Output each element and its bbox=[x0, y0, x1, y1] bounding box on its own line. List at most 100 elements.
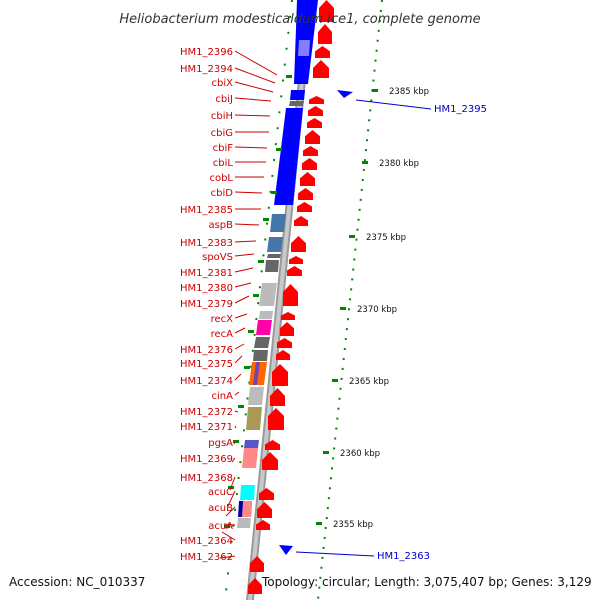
gene-label-cbig[interactable]: cbiG bbox=[211, 128, 233, 139]
gene-label-acub[interactable]: acuB bbox=[208, 503, 233, 514]
gene-label-hm1-2379[interactable]: HM1_2379 bbox=[180, 299, 233, 310]
leader-line bbox=[229, 476, 236, 491]
gene-label-cbil[interactable]: cbiL bbox=[213, 158, 234, 169]
forward-arrows bbox=[248, 0, 334, 594]
forward-arrow bbox=[315, 46, 330, 58]
gene-label-hm1-2374[interactable]: HM1_2374 bbox=[180, 376, 233, 387]
gene-label-hm1-2363[interactable]: HM1_2363 bbox=[377, 551, 430, 562]
gene-label-reca[interactable]: recA bbox=[211, 329, 234, 340]
left-gene-labels: HM1_2396 HM1_2394 cbiX cbiJ cbiH cbiG cbiF cbiL… bbox=[180, 47, 233, 563]
gene-label-spovs[interactable]: spoVS bbox=[202, 252, 233, 263]
leader-line bbox=[234, 267, 254, 273]
gene-label-cbih[interactable]: cbiH bbox=[211, 111, 233, 122]
leader-line bbox=[231, 457, 236, 463]
kbp-tick bbox=[362, 161, 368, 164]
forward-arrow bbox=[248, 578, 262, 594]
gene-label-hm1-2372[interactable]: HM1_2372 bbox=[180, 407, 233, 418]
gene-label-hm1-2375[interactable]: HM1_2375 bbox=[180, 359, 233, 370]
leader-line-hm1-2363 bbox=[295, 551, 375, 557]
kbp-tick bbox=[349, 235, 355, 238]
tick-mark bbox=[238, 405, 244, 408]
leader-line bbox=[234, 50, 278, 76]
gene-label-aspb[interactable]: aspB bbox=[208, 220, 233, 231]
forward-arrow bbox=[297, 202, 312, 212]
leader-line bbox=[234, 410, 239, 413]
kbp-label: 2370 kbp bbox=[357, 305, 397, 315]
forward-arrow bbox=[268, 408, 284, 430]
gene-label-recx[interactable]: recX bbox=[211, 314, 234, 325]
leader-line-hm1-2395 bbox=[355, 99, 432, 110]
tick-marks bbox=[224, 75, 292, 528]
gene-label-hm1-2381[interactable]: HM1_2381 bbox=[180, 268, 233, 279]
gene-label-hm1-2394[interactable]: HM1_2394 bbox=[180, 64, 233, 75]
topology-summary-text: Topology: circular; Length: 3,075,407 bp… bbox=[261, 575, 592, 589]
gene-label-cbif[interactable]: cbiF bbox=[213, 143, 234, 154]
leader-line bbox=[221, 531, 236, 541]
leader-line bbox=[234, 97, 272, 102]
gene-label-hm1-2368[interactable]: HM1_2368 bbox=[180, 473, 233, 484]
forward-arrow bbox=[283, 284, 298, 306]
forward-arrow bbox=[277, 338, 292, 348]
gene-label-hm1-2383[interactable]: HM1_2383 bbox=[180, 238, 233, 249]
gene-label-hm1-2395[interactable]: HM1_2395 bbox=[434, 104, 487, 115]
leader-line bbox=[234, 295, 250, 304]
gene-label-cbix[interactable]: cbiX bbox=[212, 78, 234, 89]
gene-label-hm1-2380[interactable]: HM1_2380 bbox=[180, 283, 233, 294]
gene-label-hm1-2371[interactable]: HM1_2371 bbox=[180, 422, 233, 433]
leader-line bbox=[234, 313, 248, 319]
forward-arrow bbox=[270, 388, 285, 406]
forward-arrow bbox=[300, 172, 315, 186]
leader-line bbox=[234, 81, 274, 93]
gene-label-hm1-2364[interactable]: HM1_2364 bbox=[180, 536, 233, 547]
kbp-tick bbox=[340, 307, 346, 310]
gene-label-hm1-2385[interactable]: HM1_2385 bbox=[180, 205, 233, 216]
forward-arrow bbox=[305, 130, 320, 144]
leader-line bbox=[234, 253, 255, 257]
forward-arrow bbox=[259, 488, 274, 500]
kbp-label: 2380 kbp bbox=[379, 159, 419, 169]
forward-arrow bbox=[294, 216, 308, 226]
gene-label-hm1-2396[interactable]: HM1_2396 bbox=[180, 47, 233, 58]
kbp-tick bbox=[372, 89, 378, 92]
tick-mark bbox=[263, 218, 269, 221]
gene-label-hm1-2369[interactable]: HM1_2369 bbox=[180, 454, 233, 465]
tick-mark bbox=[253, 294, 259, 297]
forward-arrow bbox=[309, 96, 324, 104]
tick-mark bbox=[224, 525, 230, 528]
leader-line bbox=[234, 240, 257, 243]
leader-line bbox=[234, 282, 252, 288]
gene-label-hm1-2362[interactable]: HM1_2362 bbox=[180, 552, 233, 563]
forward-arrow bbox=[303, 146, 318, 156]
tick-mark bbox=[276, 148, 282, 151]
reverse-arrows bbox=[279, 90, 353, 555]
reverse-arrow-hm1-2395 bbox=[337, 90, 353, 98]
leader-line bbox=[234, 355, 243, 364]
kbp-label: 2355 kbp bbox=[333, 520, 373, 530]
gene-label-cobl[interactable]: cobL bbox=[209, 173, 233, 184]
gene-label-cbid[interactable]: cbiD bbox=[211, 188, 234, 199]
forward-arrow bbox=[256, 520, 270, 530]
accession-text: Accession: NC_010337 bbox=[9, 575, 145, 589]
leader-line bbox=[234, 327, 246, 334]
forward-arrow bbox=[298, 188, 313, 200]
leader-line bbox=[234, 191, 263, 194]
gene-label-hm1-2376[interactable]: HM1_2376 bbox=[180, 345, 233, 356]
tick-mark bbox=[258, 260, 264, 263]
outer-dotted-guide bbox=[317, 0, 383, 600]
gene-label-cbij[interactable]: cbiJ bbox=[215, 94, 233, 105]
forward-arrow bbox=[307, 118, 322, 128]
gene-label-acua[interactable]: acuA bbox=[208, 521, 233, 532]
gene-label-pgsa[interactable]: pgsA bbox=[208, 438, 233, 449]
leader-line bbox=[234, 146, 268, 149]
forward-arrow bbox=[265, 440, 280, 450]
leader-line bbox=[233, 441, 236, 445]
forward-arrow bbox=[262, 452, 278, 470]
gene-label-acuc[interactable]: acuC bbox=[208, 487, 233, 498]
leader-line bbox=[234, 391, 240, 396]
kbp-label: 2360 kbp bbox=[340, 449, 380, 459]
leader-line bbox=[234, 114, 271, 117]
kbp-tick bbox=[323, 451, 329, 454]
tick-mark bbox=[233, 440, 239, 443]
gene-label-cina[interactable]: cinA bbox=[212, 391, 234, 402]
